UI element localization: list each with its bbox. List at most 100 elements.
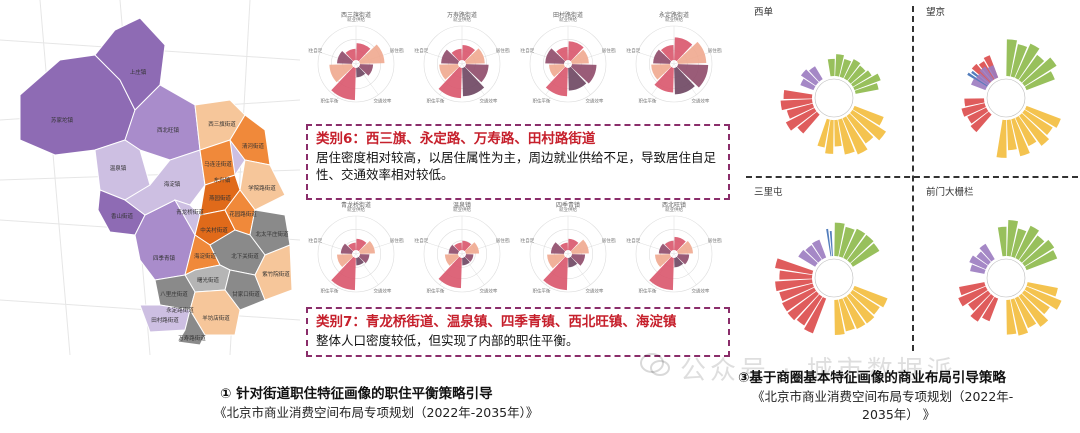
radar-glyph-name: 万寿路街道	[446, 12, 477, 19]
region-wanshoulu	[177, 308, 206, 346]
radar-glyph: 青龙桥街道就业供给居住密度交通效率 职住平衡 居住自足	[308, 200, 404, 300]
radial-segment	[797, 111, 820, 134]
radial-segment	[1006, 39, 1018, 77]
radar-axis-label: 居住密度	[708, 47, 722, 54]
map-label: 燕园街道	[209, 194, 232, 202]
radar-wedge	[568, 238, 579, 252]
radial-segment	[1015, 225, 1040, 260]
radial-segment	[783, 89, 813, 100]
radar-axis-label: 交通效率	[585, 97, 603, 104]
radial-segment	[1024, 105, 1061, 128]
radial-segment	[782, 287, 817, 312]
radar-axis-label: 居住密度	[390, 237, 404, 244]
radar-axis-label: 居住密度	[602, 237, 616, 244]
radial-segment	[1019, 113, 1050, 146]
map-label: 马连洼街道	[204, 160, 232, 168]
quad-sanlitun: 三里屯	[742, 180, 910, 358]
map-label: 曙光街道	[197, 276, 220, 284]
divider-horizontal	[746, 176, 1078, 178]
radial-segment	[796, 294, 823, 326]
radar-wedge	[454, 242, 462, 252]
radar-wedge	[664, 240, 674, 252]
map-label: 西三旗街道	[208, 120, 236, 128]
radial-segment	[839, 58, 852, 79]
radial-inner-ring	[986, 78, 1026, 118]
radar-wedge	[654, 66, 674, 93]
radar-axis-label: 就业供给	[665, 16, 683, 23]
radial-segment	[959, 282, 986, 296]
radar-svg: 就业供给居住密度交通效率 职住平衡 居住自足	[414, 16, 510, 104]
radial-segment	[1011, 228, 1027, 258]
radar-wedge	[550, 242, 566, 254]
radar-wedge	[337, 254, 354, 268]
radar-wedge	[568, 41, 584, 62]
map-label: 永定路街道	[166, 306, 194, 314]
region-ziyuan	[254, 244, 293, 301]
radial-segment	[1010, 298, 1029, 336]
radar-wedge	[570, 239, 589, 254]
radar-wedge	[560, 242, 568, 252]
radar-axis-label: 居住密度	[496, 237, 510, 244]
radar-wedge	[345, 48, 356, 62]
radar-wedge	[331, 256, 356, 291]
radar-glyph: 温泉镇就业供给居住密度交通效率 职住平衡 居住自足	[414, 200, 510, 300]
radial-segment	[958, 286, 988, 307]
map-label: 紫竹院街道	[262, 270, 290, 278]
radial-segment	[838, 226, 855, 258]
radial-segment	[967, 107, 989, 124]
radar-glyph-name: 青龙桥街道	[340, 202, 371, 209]
radial-segment	[1006, 299, 1017, 335]
radial-segment	[854, 83, 879, 94]
radial-segment	[846, 113, 874, 144]
radial-segment	[969, 255, 988, 270]
radar-glyph: 西三旗街道就业供给居住密度交通效率 职住平衡 居住自足	[308, 10, 404, 110]
radar-glyph: 西北旺镇就业供给居住密度交通效率 职住平衡 居住自足	[626, 200, 722, 300]
radial-segment	[968, 290, 991, 311]
radial-segment	[852, 285, 888, 308]
map-label: 学院路街道	[248, 184, 276, 192]
radial-segment	[971, 78, 988, 91]
left-caption-source: 《北京市商业消费空间布局专项规划（2022年-2035年）》	[214, 405, 539, 420]
radial-segment	[1024, 286, 1062, 310]
region-xueyuanlu	[239, 159, 286, 211]
radar-wedge	[549, 64, 566, 78]
right-caption-source-line2: 2035年） 》	[862, 407, 936, 422]
radial-segment	[970, 264, 986, 274]
radial-segment	[843, 228, 866, 261]
radial-segment	[1006, 220, 1019, 257]
wechat-icon	[640, 353, 670, 376]
radial-segment	[838, 298, 855, 332]
radial-segment	[850, 289, 880, 315]
radial-segment	[805, 244, 822, 263]
radar-wedge	[348, 242, 356, 252]
radial-segment	[1018, 293, 1049, 327]
radar-wedge	[331, 66, 356, 101]
radar-wedge	[570, 49, 589, 64]
radar-wedge	[543, 256, 568, 291]
map-labels: 苏家坨镇 上庄镇 西北旺镇 温泉镇 香山街道 四季青镇 海淀镇 西三旗街道 清河…	[51, 68, 290, 342]
radial-segment	[1024, 71, 1055, 91]
radar-wedge	[649, 256, 674, 291]
radar-wedge	[464, 242, 480, 254]
radar-axis-label: 职住平衡	[427, 287, 445, 294]
radar-panel: 西三旗街道就业供给居住密度交通效率职住平衡居住自足万寿路街道就业供给居住密度交通…	[300, 0, 740, 360]
radar-axis-label: 就业供给	[665, 206, 683, 213]
radar-svg: 就业供给居住密度交通效率 职住平衡 居住自足	[308, 16, 404, 104]
radial-segment	[1015, 43, 1040, 80]
radar-svg: 就业供给居住密度交通效率 职住平衡 居住自足	[626, 16, 722, 104]
map-label: 上庄镇	[130, 68, 147, 76]
radial-segment	[826, 228, 832, 257]
radar-axis-label: 居住自足	[520, 237, 535, 244]
radar-axis-label: 就业供给	[347, 16, 365, 23]
radar-svg: 就业供给居住密度交通效率 职住平衡 居住自足	[520, 206, 616, 294]
radar-wedge	[438, 66, 462, 99]
radial-segment	[798, 249, 818, 267]
radar-wedge	[674, 256, 684, 268]
radar-wedge	[655, 254, 672, 268]
radial-segment	[829, 230, 833, 257]
radar-axis-label: 居住自足	[520, 47, 535, 54]
radar-axis-label: 就业供给	[453, 16, 471, 23]
map-label: 北太平庄街道	[255, 230, 289, 238]
radar-wedge	[658, 243, 672, 254]
radar-wedge	[462, 240, 472, 252]
